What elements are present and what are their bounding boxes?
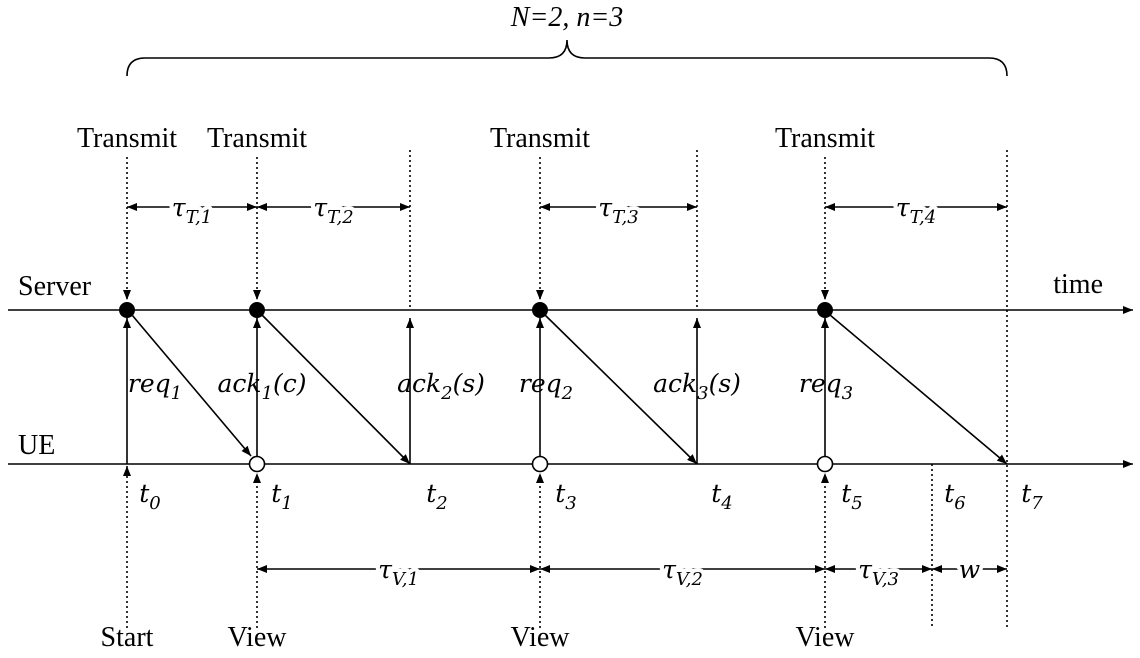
transmit-label: Transmit [775, 123, 875, 154]
tau-t-label-sub: T,4 [910, 207, 937, 228]
time-mark-label-sub: 7 [1031, 493, 1043, 514]
message-label-base: req [519, 369, 562, 398]
time-mark-label-base: t [841, 479, 852, 508]
tau-t-label: τT,3 [598, 193, 638, 228]
time-mark-label-sub: 3 [565, 493, 576, 514]
transmission-arrow [261, 314, 411, 465]
server-event [817, 302, 833, 318]
message-label-sub: 2 [440, 383, 452, 404]
tau-t-label-base: τ [598, 193, 613, 222]
ue-label: UE [18, 430, 55, 461]
message-label-base: ack [217, 369, 261, 398]
message-label-sub: 1 [171, 383, 182, 404]
time-mark-label-sub: 6 [954, 493, 965, 514]
time-mark-label-base: t [1021, 479, 1032, 508]
brace-label: N=2, n=3 [510, 2, 623, 33]
message-label-sub: 1 [262, 383, 273, 404]
message-label-sub: 2 [561, 383, 573, 404]
time-mark-label: t7 [1021, 479, 1043, 514]
transmit-label: Transmit [490, 123, 590, 154]
tau-v-label-base: τ [662, 555, 677, 584]
tau-v-label: τV,1 [378, 555, 419, 590]
ue-view-event [531, 455, 549, 473]
message-label: req2 [519, 369, 573, 404]
tau-t-label-sub: T,2 [327, 207, 354, 228]
time-mark-label: t6 [944, 479, 966, 514]
server-event [532, 302, 548, 318]
time-mark-label-base: t [139, 479, 150, 508]
tau-t-label-sub: T,1 [186, 207, 213, 228]
time-mark-label-base: t [555, 479, 566, 508]
tau-v-label: τV,3 [858, 555, 899, 590]
message-label-base: req [799, 369, 842, 398]
message-label-sub: 3 [697, 383, 708, 404]
message-label-base: req [128, 369, 171, 398]
tau-v-label: w [959, 555, 980, 584]
ue-view-event [816, 455, 834, 473]
message-label: req3 [799, 369, 853, 404]
time-label: time [1053, 269, 1103, 300]
bottom-label: View [511, 622, 571, 653]
message-label: ack1(c) [217, 369, 306, 404]
tau-t-label-base: τ [313, 193, 328, 222]
bottom-label: View [228, 622, 288, 653]
time-mark-label-sub: 2 [435, 493, 447, 514]
server-event [119, 302, 135, 318]
transmit-label: Transmit [207, 123, 307, 154]
tau-v-label: τV,2 [662, 555, 703, 590]
ue-view-event [248, 455, 266, 473]
message-label-suffix: (s) [709, 369, 741, 398]
message-label: ack2(s) [397, 369, 485, 404]
message-label-suffix: (c) [273, 369, 307, 398]
tau-t-label: τT,1 [172, 193, 212, 228]
time-mark-label-sub: 5 [851, 493, 862, 514]
server-label: Server [18, 271, 92, 302]
tau-v-label-sub: V,3 [872, 569, 899, 590]
time-mark-label: t3 [555, 479, 577, 514]
tau-v-label-base: τ [378, 555, 393, 584]
time-mark-label: t1 [271, 479, 293, 514]
bottom-label: View [796, 622, 856, 653]
server-event [249, 302, 265, 318]
time-mark-label-sub: 0 [149, 493, 160, 514]
message-label-base: ack [397, 369, 441, 398]
message-label-base: ack [653, 369, 697, 398]
tau-v-label-sub: V,2 [676, 569, 703, 590]
tau-t-label: τT,2 [313, 193, 353, 228]
transmit-label: Transmit [77, 123, 177, 154]
time-mark-label: t2 [426, 479, 448, 514]
message-label-sub: 3 [842, 383, 853, 404]
bottom-label: Start [101, 622, 154, 653]
message-label: ack3(s) [653, 369, 741, 404]
tau-t-label-sub: T,3 [612, 207, 639, 228]
time-mark-label: t5 [841, 479, 863, 514]
time-mark-label-base: t [944, 479, 955, 508]
tau-v-label-sub: V,1 [392, 569, 419, 590]
time-mark-label: t0 [139, 479, 161, 514]
message-label: req1 [128, 369, 182, 404]
tau-t-label-base: τ [896, 193, 911, 222]
time-mark-label-base: t [711, 479, 722, 508]
transmission-arrow [829, 314, 1008, 465]
time-mark-label-base: t [271, 479, 282, 508]
message-label-suffix: (s) [453, 369, 485, 398]
transmission-arrow [131, 314, 252, 457]
tau-t-label-base: τ [172, 193, 187, 222]
tau-v-label-base: τ [858, 555, 873, 584]
time-mark-label-sub: 1 [281, 493, 292, 514]
tau-v-label-base: w [959, 555, 980, 584]
tau-t-label: τT,4 [896, 193, 936, 228]
transmission-arrow [544, 314, 698, 465]
time-mark-label-sub: 4 [720, 493, 732, 514]
time-mark-label: t4 [711, 479, 733, 514]
brace [126, 39, 1008, 77]
time-mark-label-base: t [426, 479, 437, 508]
